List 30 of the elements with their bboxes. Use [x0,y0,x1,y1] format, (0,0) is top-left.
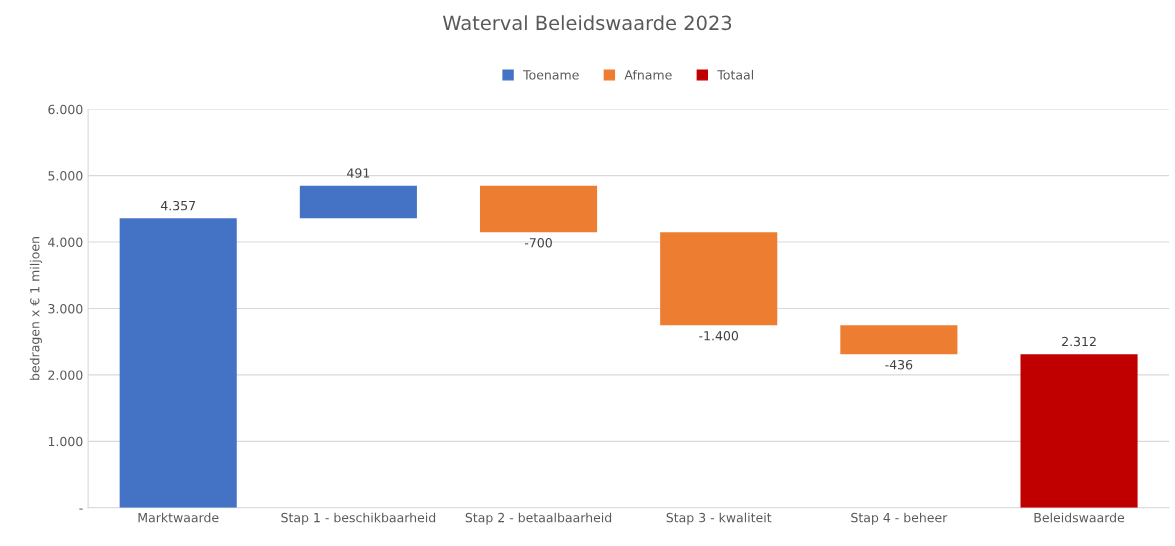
bar [479,185,598,233]
y-tick-label: 1.000 [48,436,83,447]
y-axis-title: bedragen x € 1 miljoen [29,237,42,380]
data-label: 4.357 [160,200,196,211]
y-tick-label: 3.000 [48,303,83,314]
x-tick-label: Stap 3 - kwaliteit [666,512,772,525]
x-tick-label: Beleidswaarde [1034,512,1125,523]
data-label: 491 [347,168,370,178]
x-tick-label: Stap 2 - betaalbaarheid [465,512,612,525]
x-tick-label: Stap 1 - beschikbaarheid [281,512,436,525]
legend-label: Totaal [717,69,753,80]
y-tick-label: 2.000 [48,370,83,380]
bar [840,325,958,355]
data-label: -436 [885,359,913,370]
data-label: -1.400 [699,331,739,341]
y-tick-label: 6.000 [48,104,83,115]
legend-label: Afname [624,69,672,80]
y-tick-label: - [79,508,83,510]
bar [660,232,778,326]
x-tick-label: Marktwaarde [138,512,219,523]
x-tick-label: Stap 4 - beheer [851,512,948,525]
y-tick-label: 4.000 [48,237,83,247]
y-tick-label: 5.000 [48,171,83,181]
data-label: -700 [524,238,552,248]
bar [119,218,237,508]
legend-label: Toename [523,70,579,80]
data-label: 2.312 [1062,336,1096,347]
bar [299,185,417,219]
bar [1020,354,1138,508]
chart-title: Waterval Beleidswaarde 2023 [442,15,732,31]
